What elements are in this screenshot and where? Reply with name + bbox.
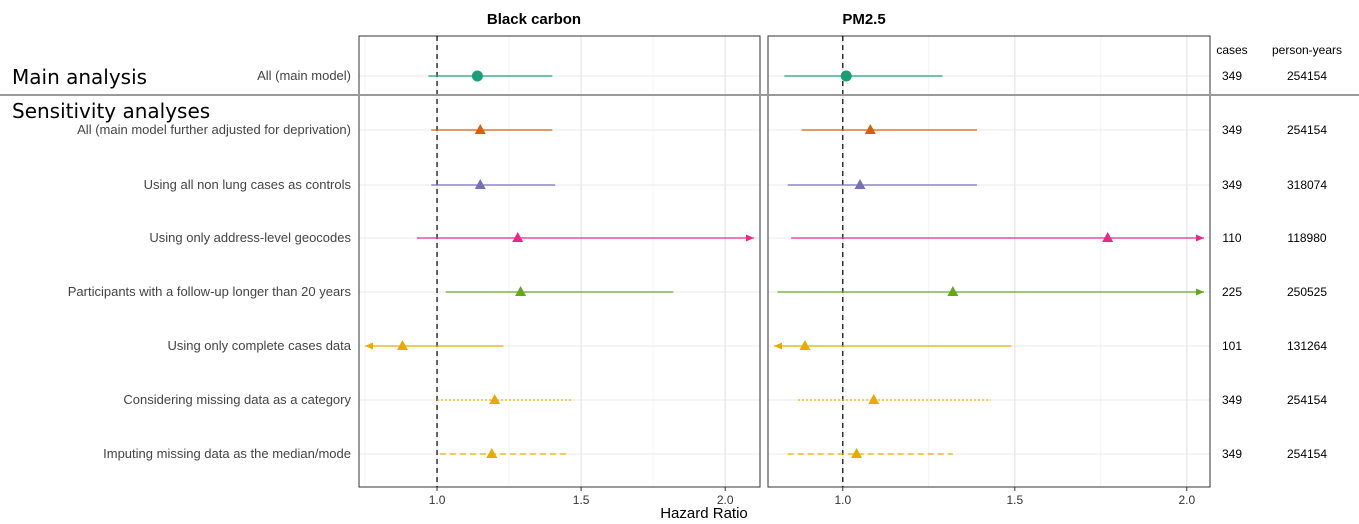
point-estimate [851, 448, 863, 458]
ci-arrow-right [1196, 288, 1204, 296]
person-years-value: 318074 [1287, 178, 1327, 192]
section-label-main-analysis: Main analysis [12, 65, 147, 89]
row-label: All (main model) [257, 68, 351, 83]
cases-value: 349 [1222, 69, 1242, 83]
marks-layer [365, 70, 1204, 458]
x-tick-label: 1.0 [834, 493, 851, 507]
point-estimate [474, 179, 486, 189]
panel-frame [358, 35, 761, 488]
row-label: Using only address-level geocodes [149, 230, 351, 245]
column-header-cases: cases [1216, 43, 1247, 57]
point-estimate [489, 394, 501, 404]
point-estimate [854, 179, 866, 189]
point-estimate [947, 286, 959, 296]
row-label: Considering missing data as a category [123, 392, 351, 407]
row-label: All (main model further adjusted for dep… [77, 122, 351, 137]
point-estimate [471, 70, 483, 82]
x-tick-label: 2.0 [717, 493, 734, 507]
row-label: Imputing missing data as the median/mode [103, 446, 351, 461]
x-axis-title: Hazard Ratio [660, 505, 748, 522]
point-estimate [1102, 232, 1114, 242]
ci-arrow-left [774, 342, 782, 350]
row-label: Participants with a follow-up longer tha… [68, 284, 352, 299]
point-estimate [515, 286, 527, 296]
point-estimate [396, 340, 408, 350]
point-estimate [474, 124, 486, 134]
cases-value: 349 [1222, 123, 1242, 137]
point-estimate [868, 394, 880, 404]
point-estimate [799, 340, 811, 350]
person-years-value: 131264 [1287, 339, 1327, 353]
panel-title-black-carbon: Black carbon [487, 11, 581, 28]
row-label: Using only complete cases data [167, 338, 351, 353]
x-tick-label: 1.5 [573, 493, 590, 507]
cases-value: 101 [1222, 339, 1242, 353]
person-years-value: 118980 [1287, 231, 1326, 245]
ci-arrow-left [365, 342, 373, 350]
point-estimate [840, 70, 852, 82]
panel-title-pm25: PM2.5 [842, 11, 885, 28]
point-estimate [512, 232, 524, 242]
ci-arrow-right [746, 234, 754, 242]
ci-arrow-right [1196, 234, 1204, 242]
x-tick-label: 1.0 [429, 493, 446, 507]
cases-value: 349 [1222, 447, 1242, 461]
row-label: Using all non lung cases as controls [144, 177, 352, 192]
cases-value: 110 [1222, 231, 1241, 245]
grid-layer [358, 35, 1211, 491]
person-years-value: 254154 [1287, 123, 1327, 137]
section-label-sensitivity-analyses: Sensitivity analyses [12, 99, 210, 123]
cases-value: 225 [1222, 285, 1242, 299]
x-tick-label: 1.5 [1006, 493, 1023, 507]
labels-layer: 1.0 1.5 2.0 1.0 1.5 2.0 All (main model) 349 254… [68, 68, 1328, 507]
point-estimate [864, 124, 876, 134]
panel-frame [767, 35, 1211, 488]
person-years-value: 254154 [1287, 393, 1327, 407]
person-years-value: 250525 [1287, 285, 1327, 299]
cases-value: 349 [1222, 393, 1242, 407]
point-estimate [486, 448, 498, 458]
x-tick-label: 2.0 [1178, 493, 1195, 507]
person-years-value: 254154 [1287, 69, 1327, 83]
column-header-person-years: person-years [1272, 43, 1342, 57]
cases-value: 349 [1222, 178, 1242, 192]
person-years-value: 254154 [1287, 447, 1327, 461]
